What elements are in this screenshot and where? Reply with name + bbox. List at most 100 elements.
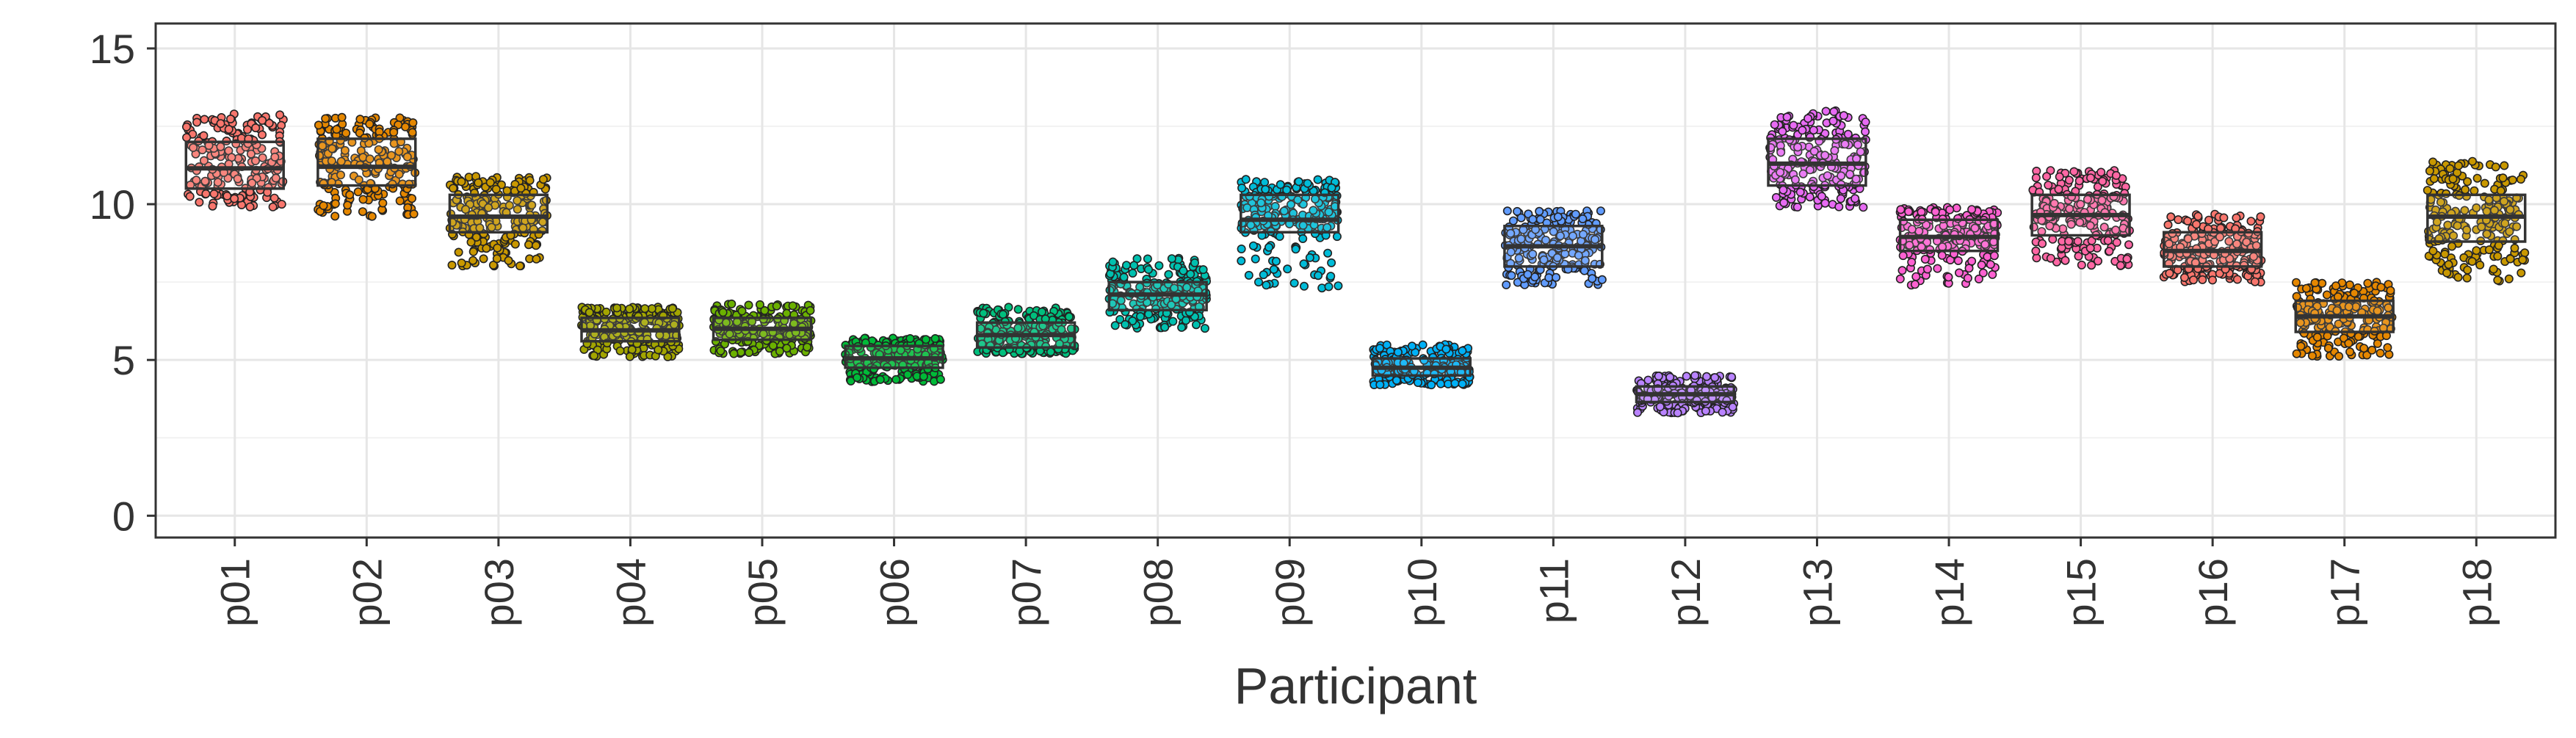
data-point	[2323, 344, 2333, 353]
data-point	[716, 346, 726, 355]
data-point	[1128, 268, 1137, 278]
data-point	[760, 305, 770, 315]
data-point	[1186, 269, 1195, 279]
box-p03	[448, 193, 549, 234]
data-point	[727, 299, 737, 308]
data-point	[1528, 214, 1538, 224]
data-point	[1241, 175, 1251, 184]
data-point	[2344, 339, 2354, 348]
data-point	[1064, 312, 1074, 322]
data-point	[457, 258, 466, 268]
data-point	[484, 203, 493, 212]
data-point	[601, 307, 611, 316]
data-point	[1262, 281, 1271, 290]
data-point	[1859, 203, 1868, 212]
data-point	[1820, 198, 1830, 208]
data-point	[353, 187, 363, 197]
data-point	[2468, 156, 2478, 166]
y-tick-label: 0	[112, 493, 135, 539]
data-point	[667, 304, 677, 314]
data-point	[2448, 174, 2458, 184]
data-point	[2292, 349, 2301, 358]
data-point	[1327, 258, 1336, 267]
data-point	[1911, 272, 1921, 281]
data-point	[1983, 252, 1992, 261]
data-point	[1898, 251, 1908, 261]
data-point	[1974, 274, 1983, 283]
data-point	[319, 200, 328, 210]
data-point	[1798, 126, 1807, 135]
data-point	[2363, 278, 2373, 288]
data-point	[1144, 264, 1154, 274]
data-point	[772, 301, 781, 311]
x-tick-label-p03: p03	[476, 558, 522, 626]
data-point	[1160, 322, 1170, 332]
data-point	[1896, 205, 1906, 214]
data-point	[502, 186, 512, 195]
data-point	[2086, 173, 2096, 183]
data-point	[531, 241, 540, 250]
data-point	[1937, 250, 1947, 260]
data-point	[625, 352, 634, 361]
data-point	[2423, 186, 2432, 195]
data-point	[1313, 175, 1323, 184]
data-point	[903, 370, 913, 380]
data-point	[585, 308, 594, 317]
data-point	[485, 178, 495, 187]
data-point	[2367, 345, 2377, 355]
data-point	[1792, 202, 1802, 211]
data-point	[1393, 347, 1403, 357]
data-point	[395, 196, 405, 206]
data-point	[488, 260, 498, 269]
data-point	[1682, 372, 1691, 381]
data-point	[354, 175, 363, 184]
data-point	[1251, 254, 1260, 264]
data-point	[1392, 375, 1401, 385]
data-point	[1334, 281, 1343, 291]
data-point	[744, 348, 753, 358]
data-point	[1795, 187, 1805, 197]
data-point	[1596, 206, 1605, 216]
data-point	[1289, 278, 1299, 288]
data-point	[510, 239, 520, 249]
data-point	[242, 125, 252, 134]
data-point	[1895, 274, 1905, 283]
data-point	[1728, 402, 1737, 412]
data-point	[2442, 268, 2452, 278]
data-point	[2470, 186, 2479, 195]
data-point	[1967, 256, 1977, 266]
data-point	[185, 192, 195, 201]
data-point	[1821, 106, 1831, 116]
data-point	[247, 178, 257, 188]
data-point	[2462, 273, 2472, 283]
data-point	[330, 199, 340, 209]
data-point	[2428, 246, 2438, 256]
data-point	[277, 200, 286, 209]
data-point	[268, 202, 278, 211]
data-point	[1167, 254, 1176, 264]
data-point	[538, 175, 548, 184]
data-point	[1108, 257, 1118, 267]
data-point	[2447, 242, 2457, 251]
data-point	[2480, 178, 2489, 188]
data-point	[222, 191, 232, 200]
data-point	[736, 347, 745, 357]
data-point	[1121, 319, 1130, 329]
data-point	[2166, 212, 2176, 222]
data-point	[1843, 129, 1853, 139]
data-point	[516, 184, 526, 193]
data-point	[1779, 185, 1788, 195]
data-point	[2472, 173, 2482, 183]
data-point	[2038, 239, 2047, 248]
data-point	[482, 244, 491, 253]
data-point	[1597, 275, 1607, 284]
x-tick-label-p12: p12	[1663, 558, 1709, 626]
data-point	[1839, 111, 1848, 120]
data-point	[330, 211, 340, 221]
data-point	[192, 117, 202, 127]
data-point	[1955, 268, 1964, 278]
data-point	[479, 254, 488, 264]
data-point	[449, 184, 458, 193]
data-point	[2428, 157, 2438, 167]
